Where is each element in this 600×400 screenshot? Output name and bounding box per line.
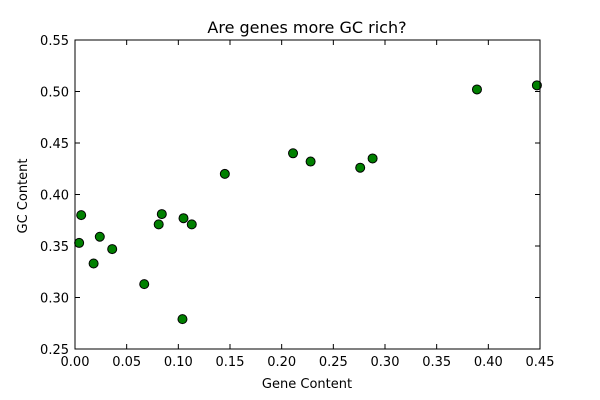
x-tick-label: 0.30 bbox=[371, 355, 400, 370]
x-tick-label: 0.25 bbox=[319, 355, 348, 370]
data-point bbox=[88, 258, 99, 269]
x-tick-label: 0.15 bbox=[216, 355, 245, 370]
y-tick-label: 0.55 bbox=[40, 34, 69, 49]
points-layer bbox=[74, 80, 542, 325]
data-point bbox=[74, 237, 85, 248]
y-axis-label: GC Content bbox=[16, 159, 31, 234]
data-point bbox=[367, 153, 378, 164]
plot-frame bbox=[74, 39, 541, 350]
data-point bbox=[471, 84, 482, 95]
data-point bbox=[94, 231, 105, 242]
y-tick-label: 0.30 bbox=[40, 292, 69, 307]
data-point bbox=[156, 209, 167, 220]
data-point bbox=[107, 244, 118, 255]
data-point bbox=[531, 80, 542, 91]
data-point bbox=[186, 219, 197, 230]
data-point bbox=[76, 210, 87, 221]
data-point bbox=[139, 279, 150, 290]
y-tick-label: 0.50 bbox=[40, 86, 69, 101]
x-tick-label: 0.40 bbox=[474, 355, 503, 370]
chart-title: Are genes more GC rich? bbox=[207, 18, 406, 37]
x-tick-label: 0.05 bbox=[112, 355, 141, 370]
x-tick-label: 0.20 bbox=[267, 355, 296, 370]
data-point bbox=[178, 213, 189, 224]
y-tick-label: 0.40 bbox=[40, 189, 69, 204]
x-tick-label: 0.45 bbox=[526, 355, 555, 370]
data-point bbox=[355, 162, 366, 173]
data-point bbox=[288, 148, 299, 159]
y-tick-label: 0.45 bbox=[40, 137, 69, 152]
ticks-layer: 0.00 0.05 0.10 0.15 0.20 0.25 0.30 0.35 0.40 0.45… bbox=[40, 34, 554, 370]
x-tick-label: 0.00 bbox=[61, 355, 90, 370]
x-axis-label: Gene Content bbox=[262, 377, 352, 392]
y-tick-label: 0.25 bbox=[40, 343, 69, 358]
data-point bbox=[219, 168, 230, 179]
x-tick-label: 0.10 bbox=[164, 355, 193, 370]
x-tick-label: 0.35 bbox=[422, 355, 451, 370]
y-tick-label: 0.35 bbox=[40, 240, 69, 255]
data-point bbox=[177, 314, 188, 325]
data-point bbox=[305, 156, 316, 167]
data-point bbox=[153, 219, 164, 230]
